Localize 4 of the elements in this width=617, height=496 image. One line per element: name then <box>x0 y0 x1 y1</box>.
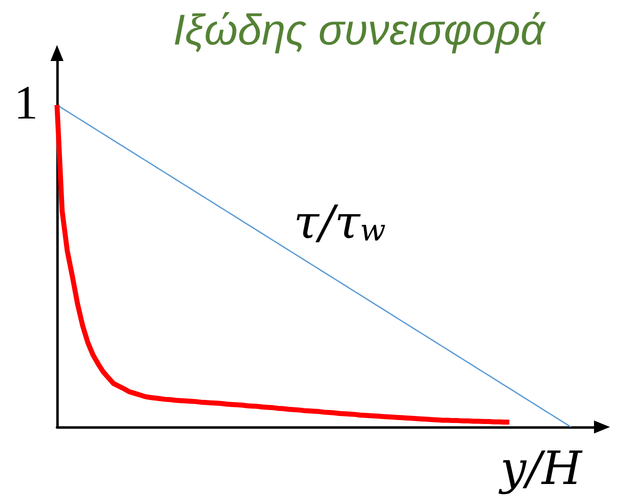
x-axis-title: y/H <box>498 441 583 495</box>
chart-title: Ιξώδης συνεισφορά <box>173 6 546 54</box>
series-label: τ/τw <box>294 195 386 250</box>
text: 1 <box>14 76 38 130</box>
